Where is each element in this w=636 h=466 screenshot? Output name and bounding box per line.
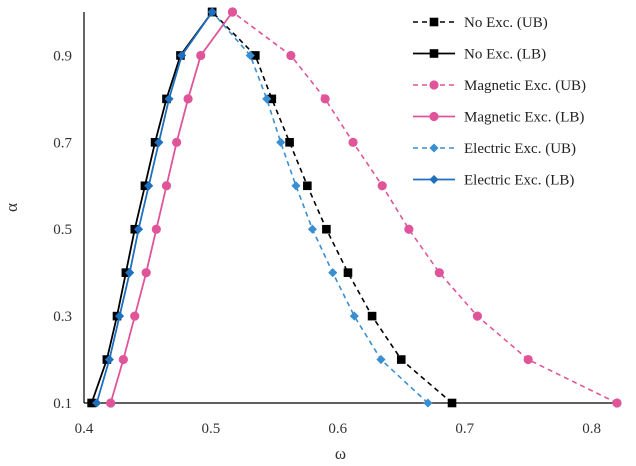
- data-point: [141, 268, 151, 278]
- data-point: [227, 7, 238, 17]
- legend-label: Magnetic Exc. (UB): [464, 78, 586, 94]
- data-point: [106, 398, 116, 408]
- series-line: [211, 11, 453, 404]
- y-tick-label: 0.9: [53, 48, 72, 64]
- data-point: [376, 354, 386, 365]
- data-point: [523, 354, 533, 365]
- series-line: [109, 11, 234, 404]
- data-point: [276, 137, 286, 147]
- series-layer: [87, 7, 622, 408]
- data-point: [251, 51, 260, 60]
- legend-label: Magnetic Exc. (LB): [464, 110, 584, 126]
- data-point: [404, 224, 414, 234]
- data-point: [130, 311, 140, 321]
- data-point: [285, 138, 294, 147]
- legend-label: Electric Exc. (LB): [464, 173, 574, 189]
- data-point: [104, 354, 114, 365]
- series-0: [207, 7, 457, 408]
- data-point: [396, 355, 406, 364]
- data-point: [118, 354, 128, 365]
- series-2: [227, 7, 622, 408]
- data-point: [245, 50, 255, 61]
- legend-marker: [429, 17, 439, 27]
- series-line: [90, 11, 213, 404]
- legend-marker: [429, 174, 439, 185]
- y-tick-label: 0.3: [53, 309, 72, 325]
- y-tick-label: 0.7: [53, 135, 72, 151]
- axes: [83, 12, 617, 404]
- y-tick-labels: 0.1 0.3 0.5 0.7 0.9: [53, 48, 72, 412]
- series-line: [232, 11, 618, 404]
- x-axis-title: ω: [335, 444, 346, 463]
- x-tick-label: 0.5: [202, 421, 221, 437]
- legend-entry: Magnetic Exc. (UB): [413, 78, 586, 94]
- data-point: [161, 181, 172, 191]
- x-tick-labels: 0.4 0.5 0.6 0.7 0.8: [75, 421, 601, 437]
- data-point: [125, 268, 135, 278]
- data-point: [291, 181, 301, 191]
- legend-marker: [429, 111, 439, 122]
- data-point: [87, 398, 96, 408]
- data-point: [612, 398, 622, 408]
- y-axis-title: α: [2, 203, 21, 212]
- data-point: [322, 224, 331, 234]
- series-line: [95, 11, 213, 404]
- legend-marker: [429, 143, 439, 153]
- y-tick-label: 0.5: [53, 222, 72, 238]
- data-point: [307, 224, 317, 234]
- x-tick-label: 0.6: [328, 421, 347, 437]
- legend-entry: Electric Exc. (UB): [413, 141, 576, 157]
- legend-label: Electric Exc. (UB): [464, 141, 576, 157]
- data-point: [151, 224, 161, 234]
- data-point: [114, 311, 125, 321]
- legend-label: No Exc. (LB): [464, 47, 546, 63]
- data-point: [328, 268, 338, 278]
- legend-entry: Electric Exc. (LB): [413, 173, 574, 189]
- x-tick-label: 0.8: [582, 421, 601, 437]
- legend-entry: No Exc. (UB): [413, 15, 548, 31]
- data-point: [154, 137, 164, 147]
- legend-marker: [429, 80, 439, 90]
- legend-label: No Exc. (UB): [464, 15, 548, 31]
- data-point: [320, 94, 330, 104]
- data-point: [177, 50, 187, 61]
- data-point: [348, 137, 358, 147]
- data-point: [183, 94, 193, 104]
- legend-marker: [429, 49, 439, 58]
- data-point: [447, 398, 457, 408]
- series-5: [92, 7, 217, 408]
- legend-entry: Magnetic Exc. (LB): [413, 110, 584, 126]
- data-point: [423, 398, 433, 408]
- data-point: [172, 137, 182, 147]
- data-point: [262, 94, 272, 104]
- data-point: [134, 224, 144, 234]
- x-tick-label: 0.4: [75, 421, 94, 437]
- data-point: [196, 50, 206, 61]
- data-point: [377, 181, 387, 191]
- data-point: [267, 94, 277, 104]
- data-point: [92, 398, 102, 408]
- data-point: [434, 268, 444, 278]
- data-point: [164, 94, 174, 104]
- series-line: [211, 11, 429, 404]
- series-3: [106, 7, 238, 408]
- data-point: [303, 181, 312, 191]
- y-tick-label: 0.1: [53, 396, 72, 412]
- data-point: [144, 181, 154, 191]
- series-4: [207, 7, 433, 408]
- data-point: [349, 311, 359, 321]
- x-tick-label: 0.7: [455, 421, 474, 437]
- data-point: [472, 311, 483, 321]
- data-point: [343, 268, 353, 277]
- data-point: [367, 311, 377, 321]
- data-point: [286, 50, 296, 61]
- data-point: [207, 7, 217, 17]
- legend: No Exc. (UB) No Exc. (LB) Magnetic Exc. (U…: [413, 15, 586, 189]
- legend-entry: No Exc. (LB): [413, 47, 546, 63]
